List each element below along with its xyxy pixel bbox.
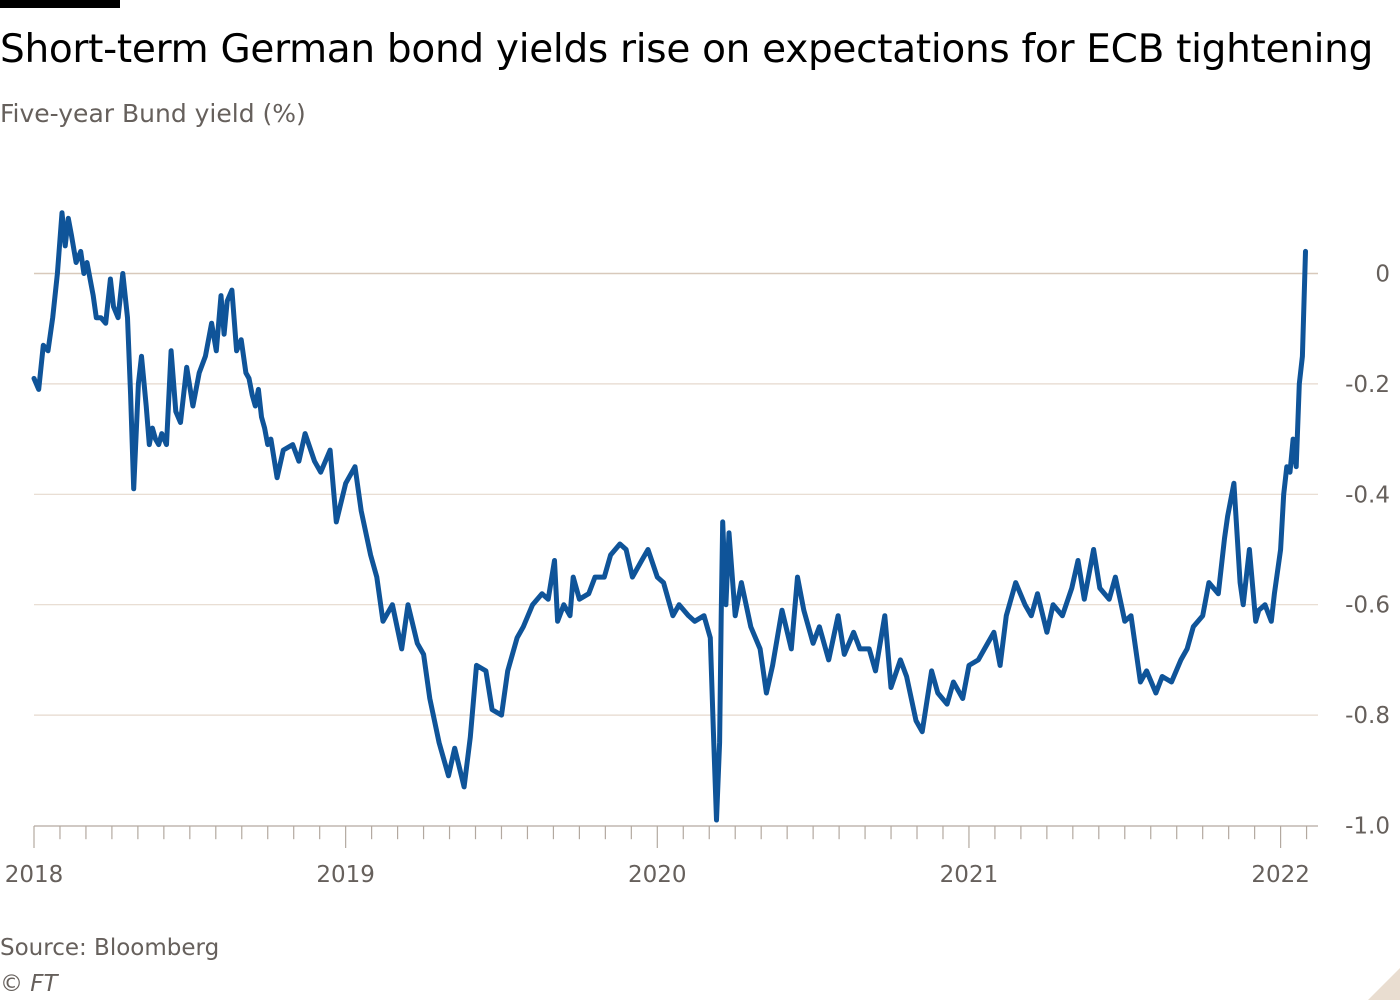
x-tick-label: 2022 [1251, 862, 1310, 888]
y-axis: 0 -0.2 -0.4 -0.6 -0.8 -1.0 [1345, 262, 1390, 840]
series-layer [31, 210, 1308, 823]
x-axis: 2018 2019 2020 2021 2022 [5, 825, 1318, 888]
y-tick-label: -0.4 [1345, 482, 1390, 508]
y-tick-label: 0 [1375, 262, 1390, 288]
x-tick-label: 2021 [940, 862, 999, 888]
x-tick-label: 2018 [5, 862, 64, 888]
x-tick-label: 2019 [316, 862, 375, 888]
chart-title: Short-term German bond yields rise on ex… [0, 27, 1374, 72]
corner-triangle [1368, 968, 1400, 1000]
series-line-0 [31, 210, 1308, 823]
y-tick-label: -0.2 [1345, 372, 1390, 398]
chart-subtitle: Five-year Bund yield (%) [0, 99, 306, 128]
y-tick-label: -0.6 [1345, 593, 1390, 619]
copyright-note: © FT [0, 971, 58, 997]
top-rule [0, 0, 120, 8]
gridlines [34, 272, 1318, 716]
y-tick-label: -1.0 [1345, 814, 1390, 840]
source-note: Source: Bloomberg [0, 935, 220, 961]
x-tick-label: 2020 [628, 862, 687, 888]
y-tick-label: -0.8 [1345, 703, 1390, 729]
